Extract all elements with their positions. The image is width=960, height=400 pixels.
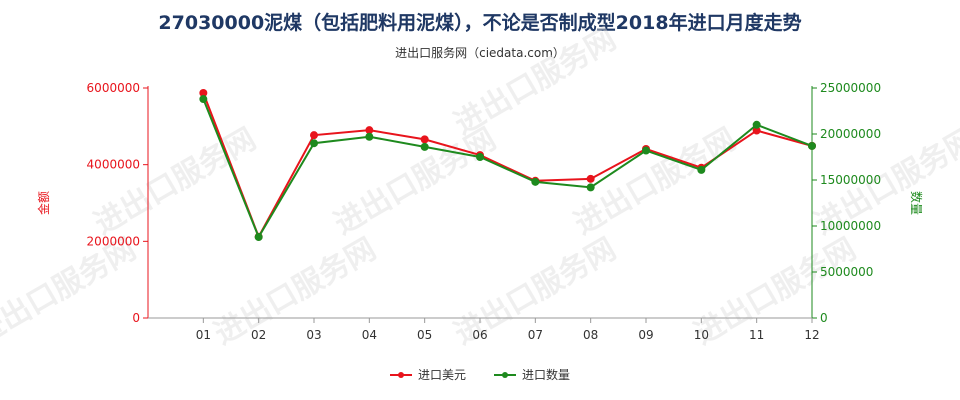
y-left-tick-label: 6000000 bbox=[87, 81, 140, 95]
data-point-import-quantity bbox=[697, 165, 706, 174]
data-point-import-quantity bbox=[752, 120, 761, 129]
x-tick-label: 08 bbox=[583, 328, 598, 342]
x-tick-label: 09 bbox=[638, 328, 653, 342]
y-right-tick-label: 25000000 bbox=[820, 81, 881, 95]
data-point-import-quantity bbox=[310, 139, 318, 148]
watermark-text: 进出口服务网 bbox=[329, 122, 502, 242]
y-right-tick-label: 15000000 bbox=[820, 173, 881, 187]
data-point-import-quantity bbox=[365, 132, 374, 141]
x-tick-label: 12 bbox=[804, 328, 819, 342]
data-point-import-value bbox=[752, 126, 761, 135]
data-point-import-value bbox=[365, 126, 374, 135]
data-point-import-quantity bbox=[254, 233, 263, 242]
legend: 进口美元 进口数量 bbox=[0, 366, 960, 383]
x-tick-label: 01 bbox=[196, 328, 211, 342]
x-tick-label: 02 bbox=[251, 328, 266, 342]
data-point-import-value bbox=[199, 88, 208, 97]
watermark-text: 进出口服务网 bbox=[569, 122, 742, 242]
x-tick-label: 10 bbox=[694, 328, 709, 342]
data-point-import-quantity bbox=[199, 95, 208, 104]
x-tick-label: 07 bbox=[528, 328, 543, 342]
x-tick-label: 11 bbox=[749, 328, 764, 342]
chart-title: 27030000泥煤（包括肥料用泥煤），不论是否制成型2018年进口月度走势 bbox=[158, 12, 802, 34]
y-right-tick-label: 5000000 bbox=[820, 265, 873, 279]
watermark-text: 进出口服务网 bbox=[0, 232, 142, 352]
x-tick-label: 03 bbox=[306, 328, 321, 342]
y-right-tick-label: 0 bbox=[820, 311, 828, 325]
y-right-tick-label: 20000000 bbox=[820, 127, 881, 141]
legend-label-import-quantity: 进口数量 bbox=[522, 368, 571, 382]
y-right-tick-label: 10000000 bbox=[820, 219, 881, 233]
y-left-tick-label: 0 bbox=[132, 311, 140, 325]
legend-swatch-import-value bbox=[389, 370, 412, 380]
data-point-import-quantity bbox=[420, 142, 429, 151]
legend-item-import-value[interactable]: 进口美元 bbox=[389, 366, 466, 383]
y-left-axis-title: 金额 bbox=[36, 191, 51, 215]
x-tick-label: 06 bbox=[472, 328, 487, 342]
y-left-tick-label: 2000000 bbox=[87, 234, 140, 248]
legend-label-import-value: 进口美元 bbox=[417, 368, 466, 382]
legend-swatch-import-quantity bbox=[494, 370, 516, 380]
data-point-import-value bbox=[586, 174, 595, 183]
data-point-import-quantity bbox=[586, 183, 595, 192]
watermark-text: 进出口服务网 bbox=[209, 232, 382, 352]
x-tick-label: 04 bbox=[362, 328, 377, 342]
y-right-axis-title: 数量 bbox=[909, 191, 924, 215]
data-point-import-quantity bbox=[476, 153, 484, 161]
chart-subtitle: 进出口服务网（ciedata.com） bbox=[395, 46, 565, 60]
data-point-import-quantity bbox=[531, 177, 540, 186]
data-point-import-value bbox=[310, 131, 318, 140]
series-line-import-quantity bbox=[202, 98, 813, 240]
watermark-text: 进出口服务网 bbox=[449, 22, 622, 142]
data-point-import-value bbox=[420, 135, 429, 144]
x-tick-label: 05 bbox=[417, 328, 432, 342]
data-point-import-quantity bbox=[808, 141, 816, 150]
y-left-tick-label: 4000000 bbox=[87, 158, 140, 172]
legend-item-import-quantity[interactable]: 进口数量 bbox=[494, 366, 570, 383]
watermark-text: 进出口服务网 bbox=[689, 232, 862, 352]
data-point-import-quantity bbox=[642, 146, 650, 155]
